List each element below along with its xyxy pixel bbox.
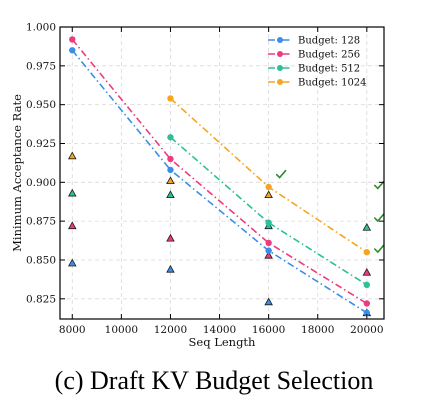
series-point <box>167 95 174 102</box>
y-tick-label: 1.000 <box>26 22 56 34</box>
legend-label: Budget: 256 <box>298 50 360 61</box>
triangle-marker <box>166 233 175 242</box>
legend-marker <box>277 51 283 57</box>
triangle-marker <box>362 222 372 231</box>
triangle-marker <box>166 176 175 185</box>
series-point <box>363 300 371 307</box>
legend-label: Budget: 128 <box>298 36 360 47</box>
legend-label: Budget: 1024 <box>298 78 367 89</box>
series-point <box>167 155 174 163</box>
triangle-marker <box>67 188 77 197</box>
y-tick-label: 0.825 <box>26 293 56 305</box>
triangle-marker <box>67 151 77 160</box>
series-point <box>363 309 371 316</box>
legend-marker <box>277 79 283 85</box>
y-tick-label: 0.900 <box>26 177 56 189</box>
series-line <box>71 38 368 305</box>
x-tick-label: 12000 <box>154 324 187 336</box>
x-tick-label: 16000 <box>252 324 285 336</box>
series-line <box>71 49 368 314</box>
series-line <box>169 136 368 286</box>
x-axis-label: Seq Length <box>189 335 257 349</box>
series-point <box>167 166 174 174</box>
y-tick-label: 0.875 <box>26 216 56 228</box>
y-tick-label: 0.850 <box>26 254 56 266</box>
triangle-marker <box>264 250 273 259</box>
checkmark-icon <box>275 169 287 179</box>
series-point <box>363 249 371 256</box>
figure-caption: (c) Draft KV Budget Selection <box>54 366 374 395</box>
y-tick-label: 0.950 <box>26 99 56 111</box>
legend-label: Budget: 512 <box>298 64 360 75</box>
triangle-marker <box>264 297 273 306</box>
x-tick-label: 10000 <box>105 324 138 336</box>
series-point <box>265 219 272 226</box>
plot-frame <box>59 26 385 320</box>
legend-marker <box>277 37 283 43</box>
series-point <box>363 281 371 289</box>
y-tick-label: 0.925 <box>26 138 56 150</box>
acceptance-rate-chart: 8000 10000 12000 14000 16000 18000 20000 0.825 0… <box>10 22 385 349</box>
checkmark-icon <box>374 180 385 190</box>
series-point <box>167 134 174 141</box>
triangle-marker <box>67 221 77 230</box>
plot-data <box>67 36 385 317</box>
x-tick-label: 8000 <box>59 324 86 336</box>
triangle-marker <box>166 264 175 273</box>
series-point <box>69 47 76 54</box>
x-tick-label: 20000 <box>350 324 383 336</box>
x-tick-label: 14000 <box>203 324 236 336</box>
triangle-marker <box>166 190 175 199</box>
triangle-marker <box>362 267 372 276</box>
y-tick-label: 0.975 <box>26 60 56 72</box>
y-axis-label: Minimum Acceptance Rate <box>10 94 24 252</box>
legend-marker <box>277 65 283 71</box>
checkmark-icon <box>374 213 385 223</box>
x-tick-label: 18000 <box>301 324 334 336</box>
series-point <box>265 183 272 191</box>
triangle-marker <box>264 190 273 199</box>
triangle-marker <box>67 258 77 267</box>
series-point <box>265 239 272 247</box>
series-point <box>69 36 76 43</box>
legend: Budget: 128 Budget: 256 Budget: 512 Budget:… <box>268 36 367 89</box>
axis-ticks: 8000 10000 12000 14000 16000 18000 20000 0.825 0… <box>26 22 384 336</box>
series-point <box>265 247 272 254</box>
checkmark-icon <box>374 244 385 254</box>
